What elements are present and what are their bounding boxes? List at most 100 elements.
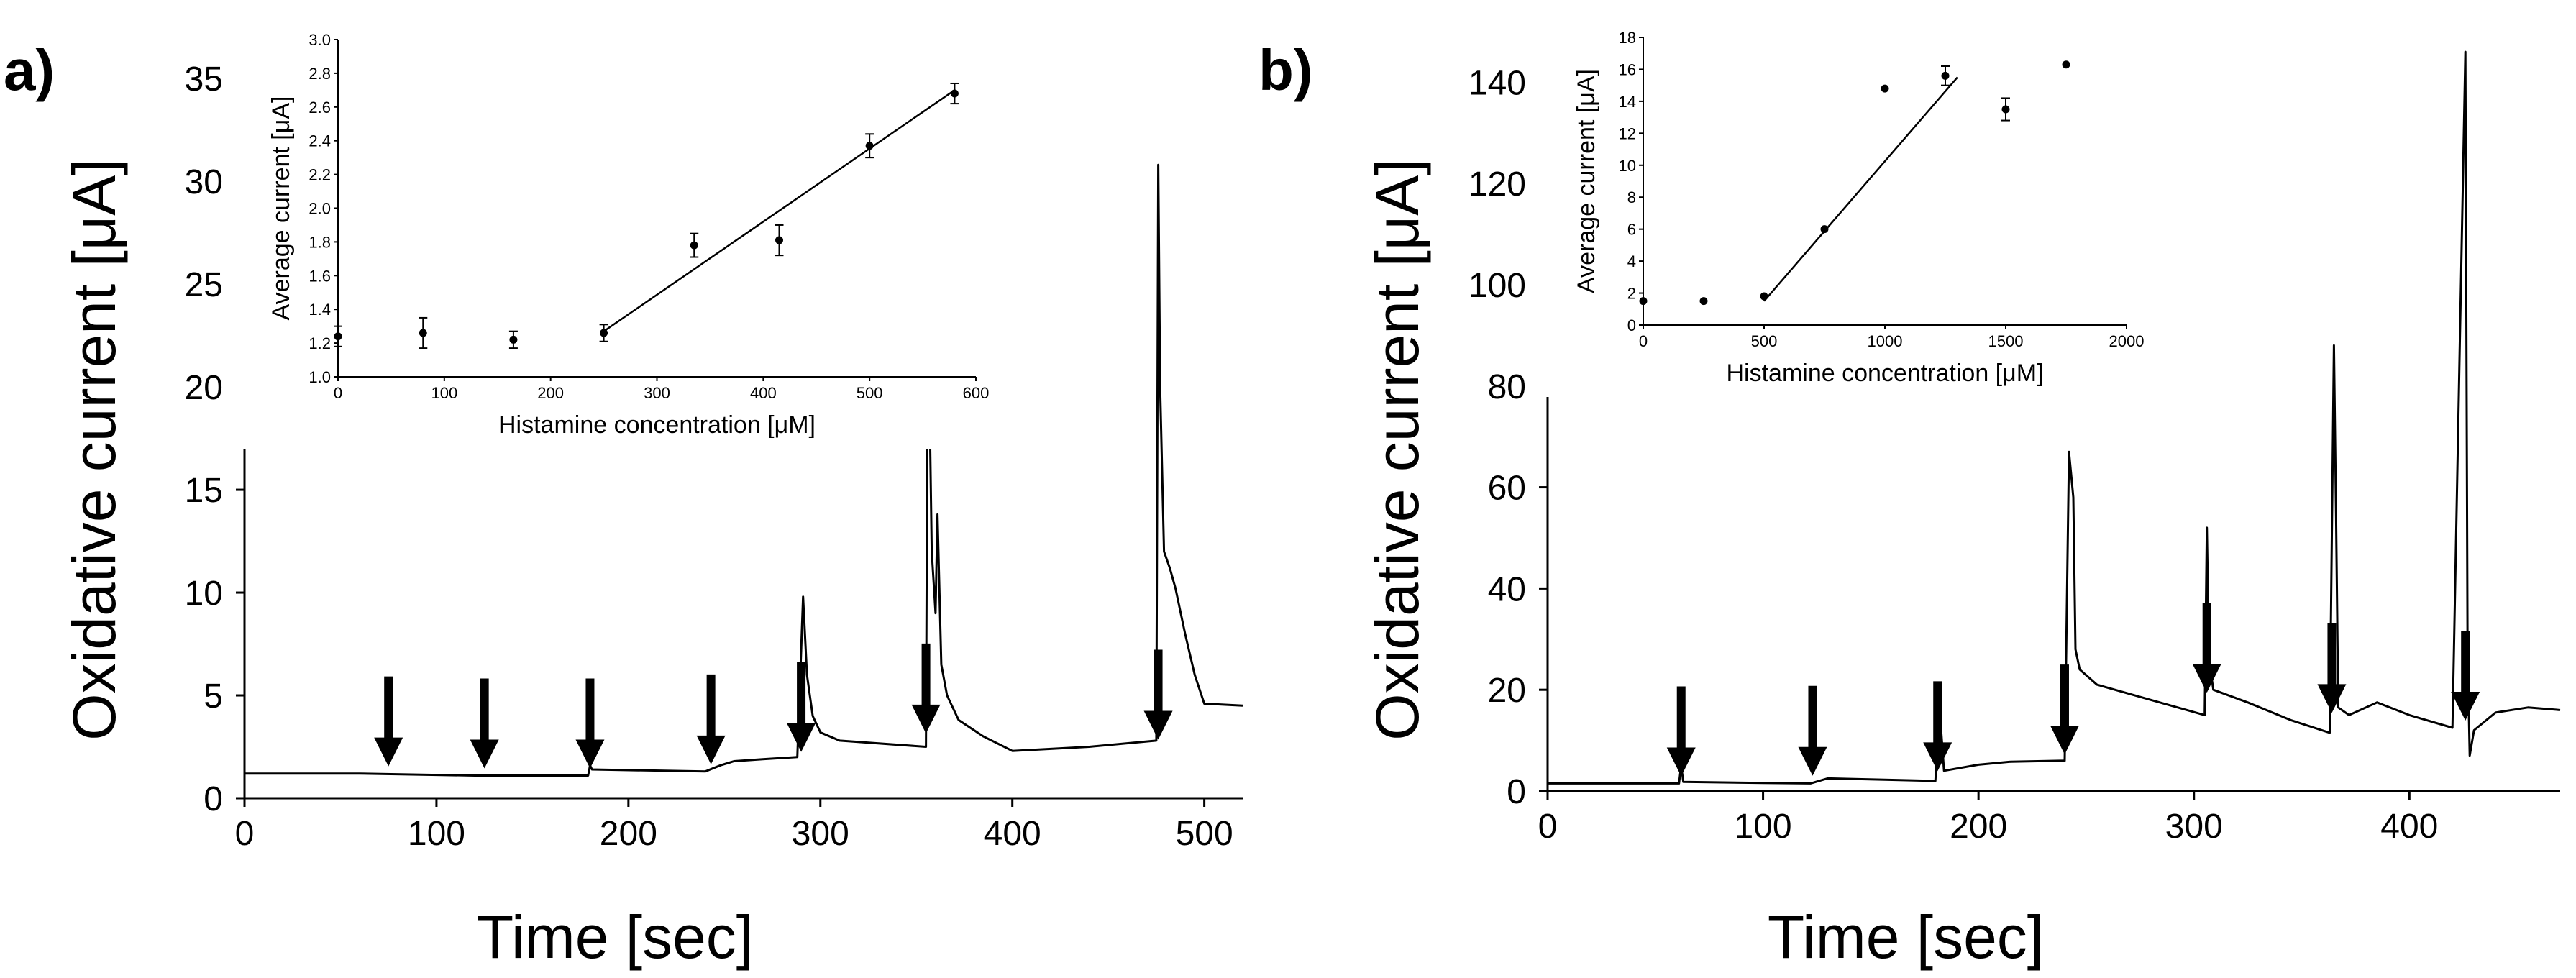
panel-a-inset-x-tick-label: 500	[857, 384, 883, 402]
panel-a-inset-y-tick-label: 1.4	[309, 301, 331, 319]
panel-a-x-tick-label: 0	[235, 815, 255, 853]
panel-a-inset-data-point	[690, 241, 698, 250]
panel-a-inset-x-tick-label: 300	[644, 384, 670, 402]
panel-a-current-trace	[245, 163, 1243, 777]
panel-b-inset-y-tick-label: 8	[1627, 188, 1636, 206]
panel-b-inset-y-tick-label: 16	[1619, 60, 1636, 78]
panel-b-y-axis-title: Oxidative current [μA]	[1364, 158, 1431, 740]
panel-a-inset-x-tick-label: 100	[431, 384, 457, 402]
panel-a-inset-y-tick-label: 1.8	[309, 233, 331, 251]
panel-b-inset-data-point	[1881, 84, 1889, 93]
panel-b-inset-y-axis-title: Average current [μA]	[1573, 69, 1600, 293]
panel-b-inset-chart: 0 500 1000 1500 2000 0 2 4 6 8 10 12 14 16 18 Histamine…	[1528, 23, 2148, 397]
panel-a-y-tick-label: 5	[204, 677, 223, 716]
panel-a-inset-y-tick-label: 3.0	[309, 31, 331, 49]
panel-a-inset-y-tick-label: 2.0	[309, 200, 331, 218]
panel-b-inset-y-tick-label: 2	[1627, 285, 1636, 303]
panel-a-inset-y-tick-label: 1.2	[309, 334, 331, 352]
panel-a-inset-y-tick-label: 2.4	[309, 132, 331, 150]
panel-a-inset-data-point	[865, 142, 874, 150]
panel-b-y-tick-label: 140	[1469, 64, 1526, 102]
panel-a-injection-arrow	[787, 662, 816, 752]
panel-a-y-axis-title: Oxidative current [μA]	[60, 158, 128, 740]
panel-b-y-tick-label: 0	[1507, 773, 1526, 811]
panel-b-y-tick-label: 80	[1488, 368, 1526, 406]
panel-a-y-tick-label: 15	[185, 472, 223, 510]
panel-a-inset-data-point	[419, 329, 427, 337]
panel-b-injection-arrow	[1923, 681, 1952, 772]
panel-a-arrow-head	[911, 704, 941, 734]
panel-b-inset-data-point	[1639, 297, 1648, 306]
panel-b-inset-x-tick-label: 1500	[1988, 332, 2024, 350]
panel-b-label: b)	[1259, 38, 1313, 102]
panel-b-inset-y-tick-label: 0	[1627, 316, 1636, 334]
panel-a-injection-arrow	[911, 643, 941, 734]
panel-b-x-tick-label: 200	[1950, 808, 2007, 846]
panel-b-injection-arrow	[1798, 685, 1827, 776]
panel-a-arrow-head	[575, 739, 605, 769]
panel-b-inset-x-axis-title: Histamine concentration [μM]	[1727, 360, 2044, 387]
panel-a-injection-arrow	[696, 674, 726, 764]
panel-b-inset-x-tick-label: 2000	[2109, 332, 2145, 350]
panel-b-x-axis-title: Time [sec]	[1768, 903, 2044, 971]
panel-b-chart: b) Oxidative current [μA] Time [sec] 0 10…	[1259, 23, 2561, 971]
panel-b-injection-arrow	[2192, 603, 2221, 693]
panel-a-inset-x-tick-label: 0	[334, 384, 342, 402]
panel-a-inset-x-tick-label: 600	[963, 384, 990, 402]
panel-b-arrow-head	[1798, 746, 1827, 776]
panel-a-injection-arrow	[575, 678, 605, 769]
panel-b-inset-x-tick-label: 1000	[1868, 332, 1903, 350]
panel-a-injection-arrow	[374, 676, 403, 767]
panel-b-inset-y-tick-label: 18	[1619, 29, 1636, 47]
panel-a-y-tick-label: 10	[185, 575, 223, 613]
panel-b-inset-fit-line	[1763, 76, 1958, 302]
panel-a-y-tick-label: 25	[185, 266, 223, 304]
panel-b-arrow-head	[1666, 747, 1696, 777]
panel-b-inset-data-point	[1820, 225, 1829, 234]
panel-b-inset-data-point	[2001, 105, 2010, 114]
panel-b-inset-y-tick-label: 4	[1627, 252, 1636, 270]
panel-b-arrow-head	[2451, 691, 2480, 721]
panel-a-chart: a) Oxidative current [μA] Time [sec] 0 10…	[4, 25, 1243, 971]
panel-a-y-tick-label: 30	[185, 163, 223, 201]
panel-b-inset-data-point	[2062, 60, 2070, 69]
panel-b-x-tick-label: 100	[1735, 808, 1792, 846]
panel-a-y-tick-label: 20	[185, 369, 223, 407]
panel-a-x-tick-label: 500	[1176, 815, 1233, 853]
panel-a-y-tick-label: 35	[185, 60, 223, 99]
panel-a-inset-y-tick-label: 1.0	[309, 368, 331, 386]
panel-b-inset-data-point	[1760, 292, 1768, 301]
panel-b-x-tick-label: 0	[1538, 808, 1558, 846]
panel-b-arrow-head	[2192, 664, 2221, 693]
panel-b-inset-x-tick-label: 500	[1751, 332, 1778, 350]
panel-a-inset-data-point	[334, 332, 342, 341]
panel-a-arrow-head	[696, 735, 726, 764]
panel-a-inset-data-point	[600, 329, 608, 337]
panel-a-inset-y-tick-label: 1.6	[309, 267, 331, 285]
panel-b-y-tick-label: 20	[1488, 672, 1526, 710]
panel-b-injection-arrow	[2317, 623, 2347, 713]
panel-a-inset-data-point	[509, 335, 518, 344]
panel-a-label: a)	[4, 38, 55, 102]
panel-a-x-tick-label: 200	[600, 815, 657, 853]
panel-b-injection-arrow	[1666, 686, 1696, 777]
panel-a-inset-y-tick-label: 2.6	[309, 99, 331, 116]
panel-b-arrow-head	[1923, 742, 1952, 772]
panel-a-inset-y-tick-label: 2.8	[309, 65, 331, 83]
panel-a-inset-x-axis-title: Histamine concentration [μM]	[498, 411, 816, 439]
panel-a-y-tick-label: 0	[204, 780, 223, 818]
panel-b-y-tick-label: 40	[1488, 570, 1526, 608]
panel-b-y-tick-label: 60	[1488, 470, 1526, 508]
panel-b-injection-arrow	[2050, 664, 2079, 755]
panel-b-y-tick-label: 100	[1469, 267, 1526, 305]
panel-a-x-tick-label: 300	[792, 815, 849, 853]
panel-a-inset-background	[223, 25, 997, 449]
panel-b-inset-y-tick-label: 14	[1619, 93, 1636, 111]
panel-b-inset-data-point	[1941, 71, 1950, 80]
panel-b-x-tick-label: 300	[2165, 808, 2223, 846]
panel-b-inset-y-tick-label: 10	[1619, 157, 1636, 175]
panel-a-inset-data-point	[950, 89, 959, 98]
panel-b-inset-y-tick-label: 12	[1619, 124, 1636, 142]
panel-b-x-tick-label: 400	[2380, 808, 2438, 846]
